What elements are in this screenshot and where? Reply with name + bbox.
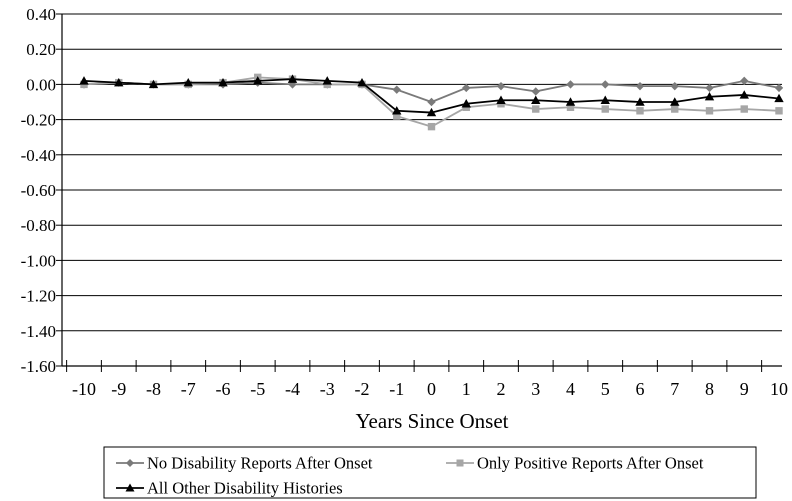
data-point-diamond bbox=[566, 80, 575, 89]
data-point-triangle bbox=[600, 95, 610, 104]
data-point-diamond bbox=[670, 81, 679, 91]
data-point-triangle bbox=[322, 76, 332, 85]
data-point-triangle bbox=[392, 106, 402, 115]
data-point-triangle bbox=[704, 92, 715, 101]
data-point-diamond bbox=[774, 83, 784, 93]
data-point-square bbox=[601, 105, 609, 113]
x-tick-label: -8 bbox=[146, 379, 161, 399]
x-tick-label: -7 bbox=[181, 379, 196, 399]
data-point-square bbox=[740, 105, 748, 113]
y-tick-label: -0.20 bbox=[21, 111, 56, 130]
data-point-square bbox=[456, 459, 464, 467]
x-tick-label: 7 bbox=[670, 379, 679, 399]
data-point-triangle bbox=[253, 76, 263, 85]
data-point-triangle bbox=[670, 97, 680, 106]
series-triangle bbox=[79, 74, 784, 117]
data-point-square bbox=[566, 103, 575, 111]
data-point-triangle bbox=[218, 77, 228, 87]
data-point-triangle bbox=[357, 77, 367, 87]
y-tick-label: -1.40 bbox=[21, 322, 56, 341]
data-point-square bbox=[393, 112, 401, 120]
data-point-triangle bbox=[287, 74, 298, 83]
data-point-diamond bbox=[427, 97, 436, 107]
x-tick-label: -6 bbox=[216, 379, 231, 399]
data-point-triangle bbox=[426, 107, 437, 117]
y-tick-label: -0.80 bbox=[21, 216, 56, 235]
data-point-diamond bbox=[601, 80, 610, 89]
data-point-diamond bbox=[740, 76, 749, 86]
data-point-triangle bbox=[79, 76, 89, 85]
data-point-triangle bbox=[774, 93, 784, 103]
legend-box bbox=[103, 446, 757, 499]
y-axis-ticks: 0.40 0.20 0.00 -0.20 -0.40 -0.60 -0.80 -1.00 -1.… bbox=[21, 5, 62, 376]
y-tick-label: -1.60 bbox=[21, 357, 56, 376]
legend: No Disability Reports After Onset Only Po… bbox=[103, 446, 757, 499]
x-tick-label: -4 bbox=[285, 379, 300, 399]
data-point-square bbox=[636, 107, 644, 115]
x-tick-label: 8 bbox=[705, 379, 714, 399]
legend-item: All Other Disability Histories bbox=[116, 479, 343, 498]
legend-item: Only Positive Reports After Onset bbox=[446, 454, 704, 473]
data-point-triangle bbox=[739, 90, 749, 99]
y-tick-label: -1.00 bbox=[21, 251, 56, 270]
data-point-diamond bbox=[496, 81, 506, 91]
legend-label: All Other Disability Histories bbox=[147, 479, 343, 498]
gridlines bbox=[62, 13, 782, 367]
data-point-triangle bbox=[531, 95, 541, 104]
data-point-triangle bbox=[565, 97, 576, 106]
data-point-diamond bbox=[462, 83, 471, 93]
data-point-square bbox=[775, 107, 783, 115]
x-axis-label: Years Since Onset bbox=[355, 409, 508, 433]
x-tick-label: -9 bbox=[111, 379, 126, 399]
x-tick-label: -3 bbox=[320, 379, 335, 399]
data-point-diamond bbox=[705, 83, 714, 93]
x-tick-label: 5 bbox=[601, 379, 610, 399]
x-axis bbox=[61, 14, 782, 367]
data-point-triangle bbox=[183, 77, 193, 87]
data-point-square bbox=[671, 105, 679, 113]
y-tick-label: -0.60 bbox=[21, 181, 56, 200]
data-point-triangle bbox=[148, 79, 159, 89]
data-point-diamond bbox=[126, 459, 134, 467]
x-tick-label: 2 bbox=[497, 379, 506, 399]
data-point-square bbox=[427, 122, 436, 131]
x-tick-label: 3 bbox=[531, 379, 540, 399]
y-tick-label: 0.20 bbox=[26, 40, 56, 59]
legend-label: Only Positive Reports After Onset bbox=[477, 454, 704, 473]
y-tick-label: -0.40 bbox=[21, 146, 56, 165]
data-point-triangle bbox=[125, 483, 135, 492]
data-point-diamond bbox=[531, 87, 540, 96]
x-tick-label: 4 bbox=[566, 379, 575, 399]
legend-label: No Disability Reports After Onset bbox=[147, 454, 373, 473]
legend-item: No Disability Reports After Onset bbox=[116, 454, 373, 473]
data-point-square bbox=[705, 107, 714, 115]
x-tick-label: -10 bbox=[72, 379, 96, 399]
x-tick-label: 10 bbox=[770, 379, 788, 399]
data-point-diamond bbox=[392, 85, 401, 94]
data-point-square bbox=[532, 105, 540, 113]
data-point-diamond bbox=[635, 81, 645, 91]
y-tick-label: 0.40 bbox=[26, 5, 56, 24]
data-point-triangle bbox=[461, 99, 471, 108]
y-tick-label: -1.20 bbox=[21, 287, 56, 306]
data-point-triangle bbox=[635, 97, 645, 106]
x-tick-label: 0 bbox=[427, 379, 436, 399]
data-point-triangle bbox=[496, 95, 506, 104]
data-point-triangle bbox=[114, 77, 124, 87]
x-axis-ticks: -10 -9 -8 -7 -6 -5 -4 -3 -2 -1 0 1 2 3 4 5 6 7 8 9 10 bbox=[66, 360, 788, 399]
x-tick-label: 1 bbox=[462, 379, 471, 399]
x-tick-label: -2 bbox=[355, 379, 370, 399]
x-tick-label: 6 bbox=[636, 379, 645, 399]
plot-series bbox=[79, 73, 784, 131]
x-tick-label: -1 bbox=[389, 379, 404, 399]
x-tick-label: -5 bbox=[250, 379, 265, 399]
data-point-diamond bbox=[288, 80, 297, 89]
x-tick-label: 9 bbox=[740, 379, 749, 399]
y-tick-label: 0.00 bbox=[26, 75, 56, 94]
